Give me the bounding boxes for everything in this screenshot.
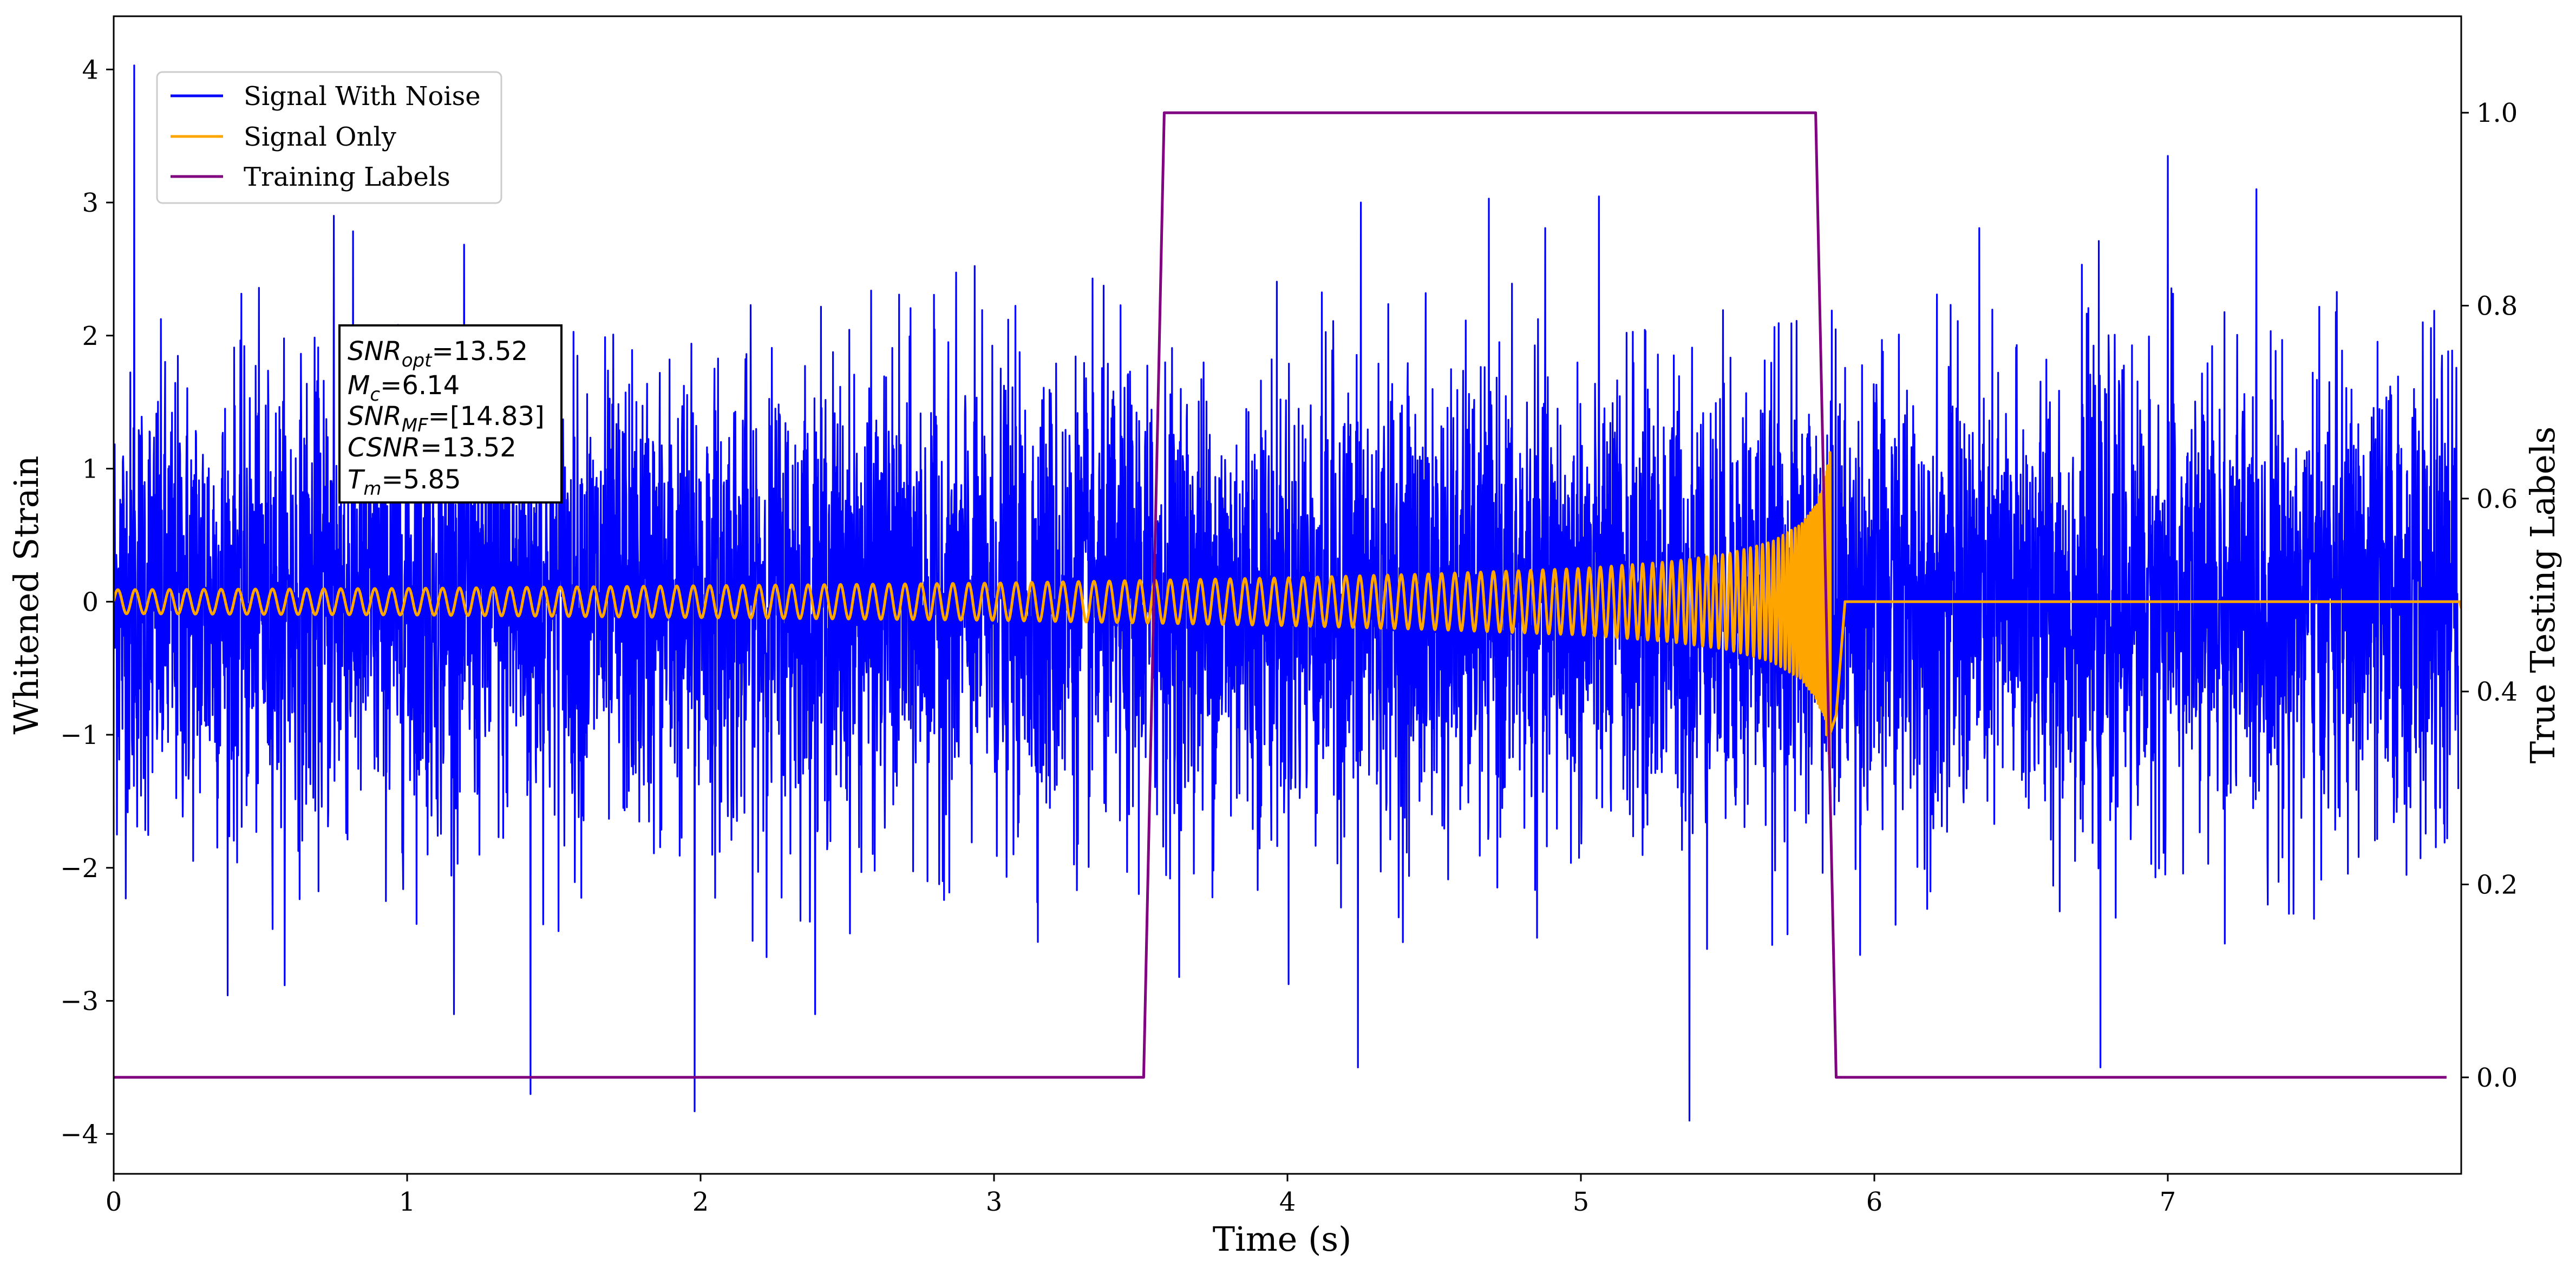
annotation-tm: Tm=5.85 xyxy=(348,465,461,500)
y2-tick-label-4: 0.2 xyxy=(2476,870,2518,900)
parameter-annotation: SNRopt=13.52 Mc=6.14 SNRMF=[14.83] CSNR=… xyxy=(338,324,563,504)
legend-entry-signal-with-noise: Signal With Noise xyxy=(244,81,481,112)
y-tick-label-4: 0 xyxy=(82,587,99,617)
series-line-signal-only xyxy=(114,451,2461,761)
x-tick-label-7: 7 xyxy=(2160,1187,2176,1217)
y-tick-label-6: −2 xyxy=(60,853,99,884)
y-tick-label-2: 2 xyxy=(82,321,99,351)
y2-tick-label-5: 0.0 xyxy=(2476,1063,2518,1093)
legend-box xyxy=(156,71,502,204)
y2-tick-label-2: 0.6 xyxy=(2476,484,2518,514)
annotation-csnr: CSNR=13.52 xyxy=(348,433,516,463)
y-axis-ticks: 4 3 2 1 0 −1 −2 −3 −4 xyxy=(60,55,114,1149)
y-tick-label-3: 1 xyxy=(82,454,99,485)
annotation-snr-opt: SNRopt=13.52 xyxy=(348,336,528,371)
x-tick-label-4: 4 xyxy=(1279,1187,1296,1217)
annotation-box xyxy=(338,324,563,504)
x-tick-label-0: 0 xyxy=(106,1187,122,1217)
y-tick-label-5: −1 xyxy=(60,720,99,750)
y-tick-label-8: −4 xyxy=(60,1119,99,1149)
x-tick-label-3: 3 xyxy=(986,1187,1003,1217)
y-tick-label-1: 3 xyxy=(82,188,99,218)
annotation-mc: Mc=6.14 xyxy=(348,370,460,406)
y2-tick-label-3: 0.4 xyxy=(2476,677,2518,707)
y2-axis-label: True Testing Labels xyxy=(2523,427,2562,764)
legend-entry-training-labels: Training Labels xyxy=(244,162,450,192)
series-line-training-labels xyxy=(114,111,2447,1079)
annotation-snr-mf: SNRMF=[14.83] xyxy=(348,401,545,436)
y-axis-label: Whitened Strain xyxy=(6,456,46,735)
y2-tick-label-0: 1.0 xyxy=(2476,98,2518,128)
x-tick-label-2: 2 xyxy=(692,1187,709,1217)
y2-tick-label-1: 0.8 xyxy=(2476,291,2518,322)
legend: Signal With Noise Signal Only Training L… xyxy=(156,71,502,204)
x-tick-label-6: 6 xyxy=(1866,1187,1883,1217)
y2-axis-ticks: 1.0 0.8 0.6 0.4 0.2 0.0 xyxy=(2461,98,2518,1093)
y-tick-label-7: −3 xyxy=(60,986,99,1017)
series-line-signal-with-noise xyxy=(114,64,2460,1122)
series-layer xyxy=(114,64,2461,1122)
x-tick-label-5: 5 xyxy=(1573,1187,1590,1217)
x-tick-label-1: 1 xyxy=(399,1187,416,1217)
y-tick-label-0: 4 xyxy=(82,55,99,85)
x-axis-label: Time (s) xyxy=(1213,1219,1352,1259)
legend-entry-signal-only: Signal Only xyxy=(244,122,396,152)
x-axis-ticks: 0 1 2 3 4 5 6 7 xyxy=(106,1174,2176,1217)
